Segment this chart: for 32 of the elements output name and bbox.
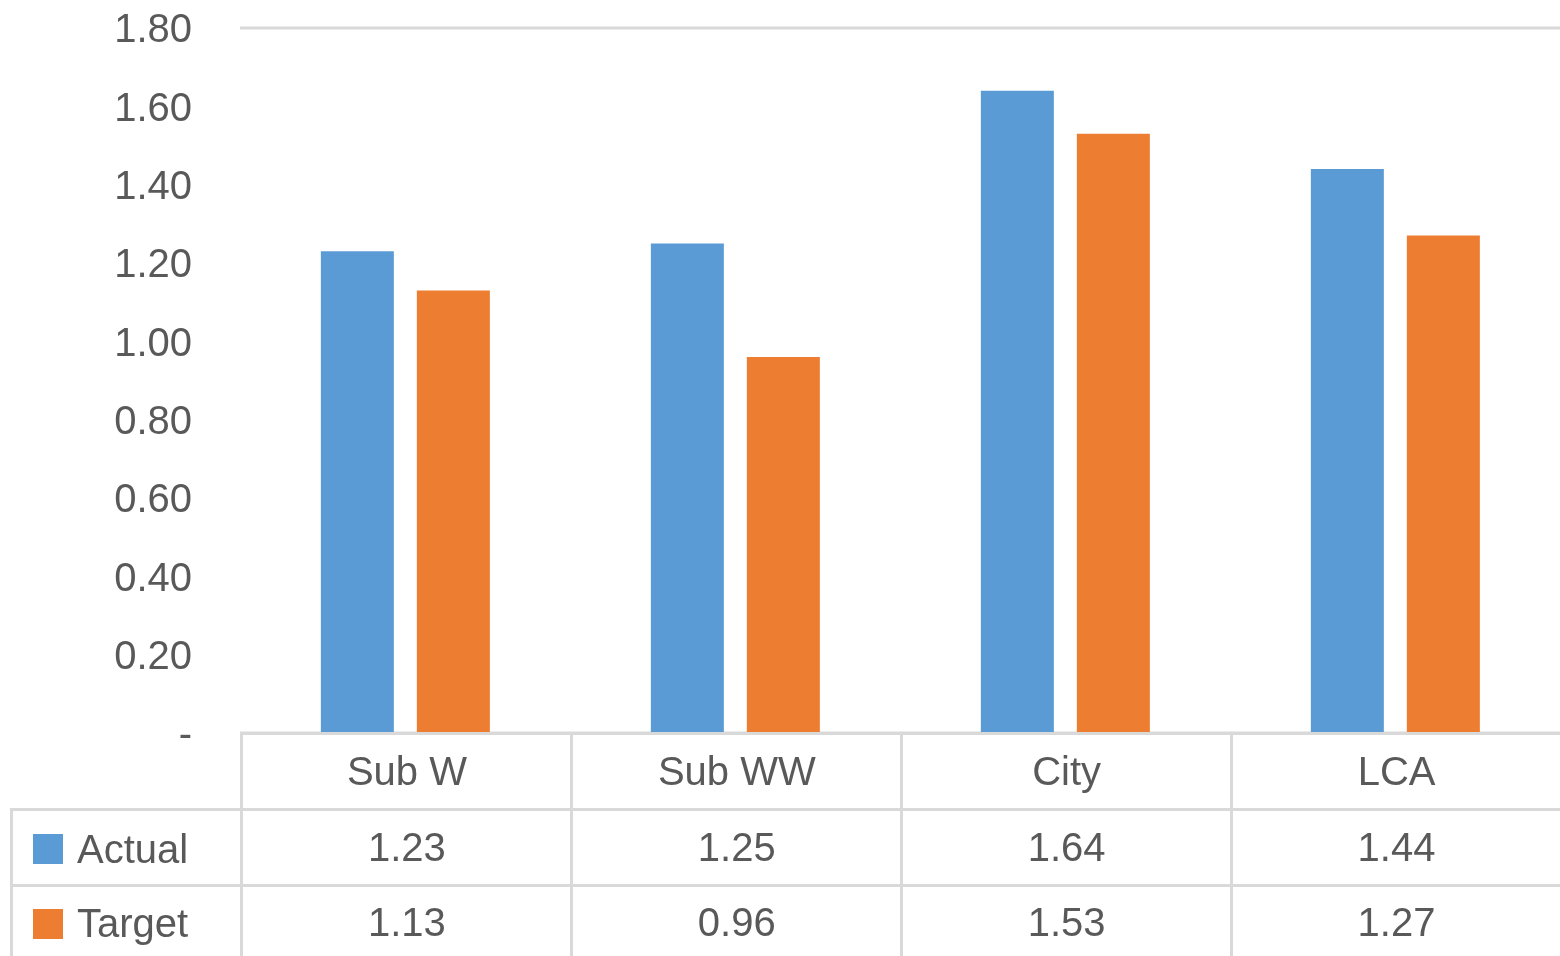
data-label: 1.27 bbox=[1231, 885, 1560, 956]
bar bbox=[980, 90, 1054, 733]
y-tick-label: 0.60 bbox=[114, 476, 192, 521]
bar bbox=[1310, 169, 1384, 733]
data-label: 0.96 bbox=[571, 885, 902, 956]
data-label: 1.13 bbox=[241, 885, 572, 956]
data-label: 1.53 bbox=[901, 885, 1232, 956]
y-tick-label: 1.80 bbox=[114, 6, 192, 51]
x-tick-label: Sub WW bbox=[571, 733, 902, 810]
y-tick-label: 1.60 bbox=[114, 84, 192, 129]
y-tick-label: 1.20 bbox=[114, 241, 192, 286]
data-label: 1.64 bbox=[901, 809, 1232, 886]
y-tick-label: 0.80 bbox=[114, 397, 192, 442]
x-tick-label: Sub W bbox=[241, 733, 572, 810]
legend-label: Actual bbox=[77, 826, 189, 871]
y-tick-label: 0.40 bbox=[114, 554, 192, 599]
data-label: 1.25 bbox=[571, 809, 902, 886]
y-tick-label: 1.40 bbox=[114, 162, 192, 207]
y-tick-label: 1.00 bbox=[114, 319, 192, 364]
bar bbox=[746, 357, 820, 733]
y-tick-label: - bbox=[178, 711, 192, 756]
bar bbox=[1406, 235, 1480, 733]
legend-label: Target bbox=[77, 901, 189, 946]
data-label: 1.44 bbox=[1231, 809, 1560, 886]
bar bbox=[1076, 133, 1150, 733]
x-tick-label: City bbox=[901, 733, 1232, 810]
data-label: 1.23 bbox=[241, 809, 572, 886]
bar bbox=[650, 243, 724, 733]
y-tick-label: 0.20 bbox=[114, 632, 192, 677]
bar bbox=[320, 251, 394, 733]
x-tick-label: LCA bbox=[1231, 733, 1560, 810]
bar bbox=[416, 290, 490, 733]
